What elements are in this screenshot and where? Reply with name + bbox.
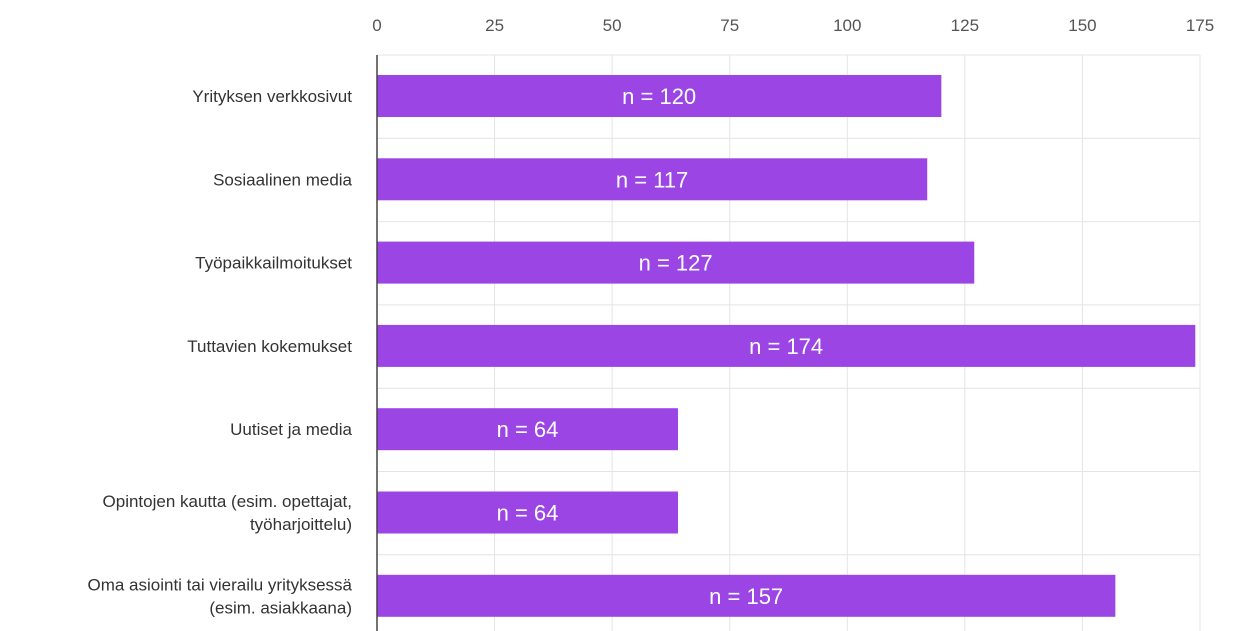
x-tick-label: 150	[1068, 16, 1096, 35]
bar	[377, 158, 928, 201]
category-labels: Yrityksen verkkosivut Sosiaalinen media Ty…	[87, 87, 352, 617]
bar-data-label: n = 174	[749, 334, 823, 359]
bar-data-label: n = 127	[639, 251, 713, 276]
category-label: Yrityksen verkkosivut	[192, 87, 352, 106]
x-tick-label: 100	[833, 16, 861, 35]
x-tick-label: 0	[372, 16, 381, 35]
bar	[377, 75, 942, 117]
category-label-line: (esim. asiakkaana)	[209, 598, 352, 617]
x-tick-label: 125	[951, 16, 979, 35]
category-label-line: Oma asiointi tai vierailu yrityksessä	[87, 575, 352, 594]
category-label-line: Työpaikkailmoitukset	[195, 254, 352, 273]
bar-data-label: n = 64	[497, 501, 559, 526]
bar-data-label: n = 64	[497, 417, 559, 442]
category-label-line: Yrityksen verkkosivut	[192, 87, 352, 106]
category-label-line: työharjoittelu)	[250, 515, 352, 534]
category-label-line: Opintojen kautta (esim. opettajat,	[103, 492, 352, 511]
bar	[377, 241, 975, 284]
bar	[377, 574, 1116, 617]
bar	[377, 324, 1196, 367]
bar-data-label: n = 117	[616, 167, 688, 192]
bars: n = 120 n = 117 n = 127 n = 174 n = 64 n = 64…	[377, 75, 1196, 617]
category-label: Työpaikkailmoitukset	[195, 254, 352, 273]
x-tick-label: 50	[603, 16, 622, 35]
x-tick-label: 175	[1186, 16, 1214, 35]
x-tick-label: 75	[720, 16, 739, 35]
category-label: Tuttavien kokemukset	[187, 337, 352, 356]
bar	[377, 491, 678, 534]
bar-data-label: n = 120	[622, 84, 696, 109]
category-label: Sosiaalinen media	[213, 170, 352, 189]
category-label-line: Uutiset ja media	[230, 420, 352, 439]
category-label-line: Sosiaalinen media	[213, 170, 352, 189]
category-label: Uutiset ja media	[230, 420, 352, 439]
category-label: Oma asiointi tai vierailu yrityksessä (es…	[87, 575, 352, 617]
bar-data-label: n = 157	[709, 584, 783, 609]
x-axis-ticks: 0 25 50 75 100 125 150 175	[372, 16, 1214, 35]
category-label-line: Tuttavien kokemukset	[187, 337, 352, 356]
x-tick-label: 25	[485, 16, 504, 35]
bar	[377, 408, 678, 451]
category-label: Opintojen kautta (esim. opettajat, työhar…	[103, 492, 352, 534]
